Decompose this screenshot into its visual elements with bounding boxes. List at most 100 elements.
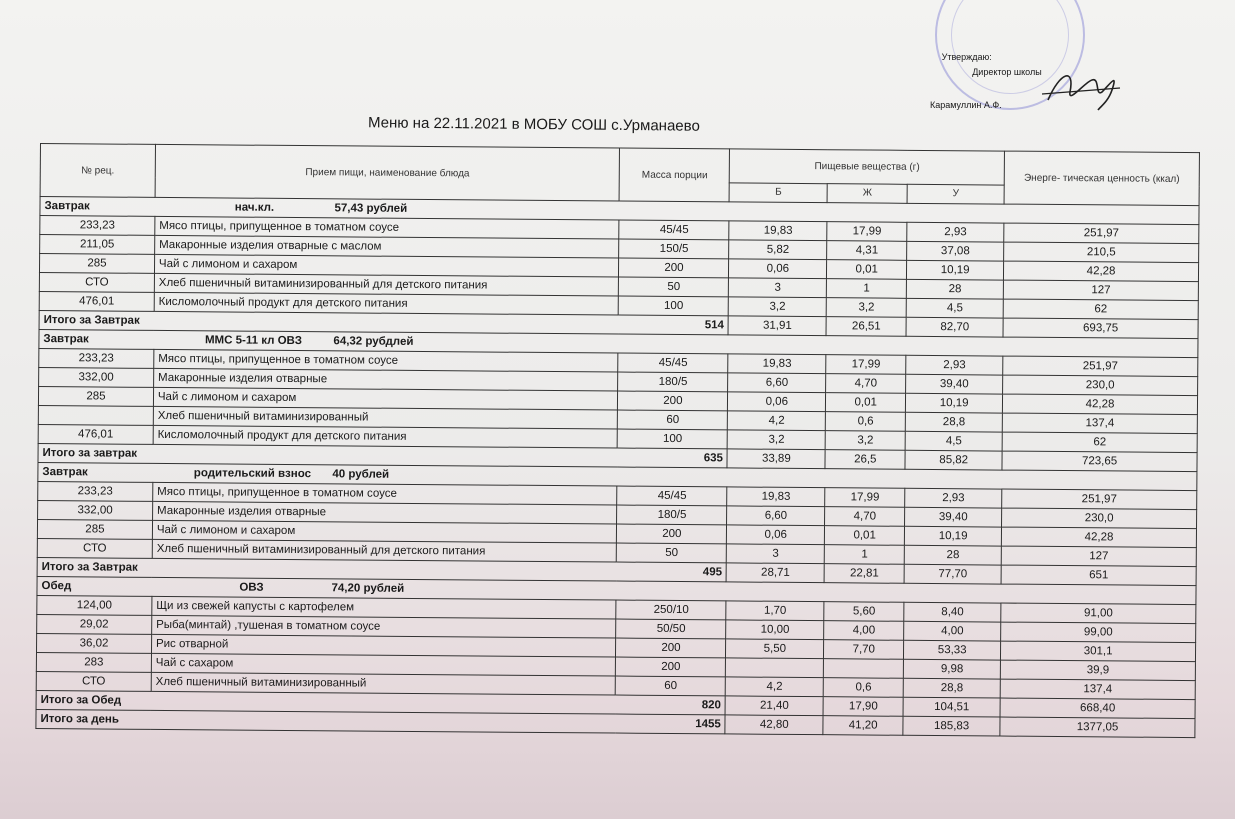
approval-position: Директор школы [972, 67, 1042, 77]
energy: 251,97 [1003, 223, 1199, 244]
total-fat: 26,51 [826, 316, 907, 337]
fat: 17,99 [825, 354, 907, 375]
energy: 42,28 [1001, 527, 1197, 548]
fat: 3,2 [825, 430, 906, 451]
total-protein: 28,71 [726, 562, 825, 583]
carbs: 4,5 [906, 298, 1004, 319]
carbs: 2,93 [905, 355, 1003, 376]
portion-mass: 45/45 [617, 486, 728, 506]
recipe-number: 476,01 [38, 424, 154, 445]
protein: 0,06 [727, 391, 826, 412]
col-header-energy: Энерге- тическая ценность (ккал) [1004, 151, 1200, 206]
protein: 6,60 [726, 505, 825, 526]
recipe-number: 29,02 [36, 614, 152, 635]
total-label: Итого за Обед [40, 694, 122, 707]
carbs: 4,00 [903, 621, 1001, 642]
total-protein: 21,40 [725, 695, 824, 716]
total-carbs: 104,51 [903, 697, 1001, 718]
signature-icon [1041, 75, 1121, 111]
portion-mass: 100 [617, 429, 728, 449]
fat: 0,01 [826, 259, 907, 280]
energy: 127 [1003, 280, 1199, 301]
meal-name: Завтрак [44, 200, 90, 213]
total-protein: 42,80 [725, 714, 824, 735]
col-header-fat: Ж [827, 183, 908, 204]
total-mass: 1455 [695, 718, 721, 731]
protein: 5,50 [725, 638, 824, 659]
col-header-dish-name: Прием пищи, наименование блюда [154, 144, 620, 202]
energy: 62 [1002, 432, 1198, 453]
fat: 0,01 [825, 392, 906, 413]
recipe-number: 285 [38, 386, 154, 407]
energy: 91,00 [1000, 603, 1196, 624]
protein: 6,60 [727, 372, 826, 393]
fat: 0,6 [823, 677, 904, 698]
carbs: 28,8 [905, 412, 1003, 433]
carbs: 28,8 [903, 678, 1001, 699]
portion-mass: 200 [616, 524, 727, 544]
approval-name: Карамуллин А.Ф. [930, 100, 1002, 110]
recipe-number: 332,00 [38, 367, 154, 388]
meal-price: 74,20 рублей [331, 582, 405, 595]
portion-mass: 45/45 [619, 220, 730, 240]
protein: 4,2 [727, 410, 826, 431]
col-header-carbs: У [907, 183, 1005, 205]
total-protein: 33,89 [727, 448, 826, 469]
total-fat: 26,5 [825, 449, 906, 470]
carbs: 8,40 [903, 602, 1002, 623]
portion-mass: 60 [617, 410, 728, 430]
fat: 1 [824, 544, 905, 565]
meal-name: Завтрак [43, 333, 89, 346]
approval-label: Утверждаю: [941, 52, 992, 62]
total-carbs: 77,70 [904, 564, 1002, 585]
energy: 127 [1001, 546, 1197, 567]
protein: 5,82 [728, 239, 828, 260]
carbs: 53,33 [903, 640, 1001, 661]
carbs: 2,93 [904, 488, 1002, 509]
total-fat: 22,81 [824, 563, 905, 584]
total-label: Итого за завтрак [42, 447, 138, 460]
protein: 4,2 [725, 676, 824, 697]
meal-price: 40 рублей [332, 468, 390, 481]
total-mass: 635 [703, 452, 723, 465]
portion-mass: 200 [617, 391, 728, 411]
carbs: 28 [906, 279, 1004, 300]
total-mass: 820 [701, 699, 722, 712]
recipe-number: 36,02 [36, 633, 152, 654]
menu-table: № рец. Прием пищи, наименование блюда Ма… [35, 143, 1200, 738]
portion-mass: 250/10 [616, 600, 727, 620]
energy: 137,4 [1002, 413, 1198, 434]
page-title: Меню на 22.11.2021 в МОБУ СОШ с.Урманаев… [367, 114, 700, 135]
portion-mass: 50/50 [616, 619, 727, 639]
fat: 4,70 [825, 373, 906, 394]
portion-mass: 50 [616, 543, 727, 563]
carbs: 2,93 [906, 222, 1005, 243]
energy: 99,00 [1000, 622, 1196, 643]
portion-mass: 200 [615, 638, 726, 658]
meal-name: Обед [41, 580, 72, 593]
fat: 1 [826, 278, 907, 299]
meal-name: Завтрак [42, 466, 88, 479]
total-carbs: 85,82 [905, 450, 1003, 471]
recipe-number: 285 [37, 519, 153, 540]
carbs: 10,19 [906, 260, 1004, 281]
portion-mass: 150/5 [619, 239, 730, 259]
energy: 42,28 [1003, 261, 1199, 282]
fat: 0,6 [825, 411, 906, 432]
protein: 0,06 [728, 258, 827, 279]
total-energy: 668,40 [1000, 698, 1196, 719]
protein: 10,00 [725, 619, 825, 640]
protein: 3 [728, 277, 827, 298]
approval-block: Утверждаю: Директор школы Карамуллин А.Ф… [930, 50, 1042, 113]
meal-price: 64,32 рубдлей [333, 335, 414, 348]
protein [725, 657, 824, 678]
carbs: 37,08 [906, 241, 1004, 262]
energy: 230,0 [1002, 375, 1198, 396]
portion-mass: 60 [615, 676, 726, 696]
portion-mass: 100 [618, 296, 729, 316]
protein: 19,83 [727, 486, 826, 507]
total-label: Итого за Завтрак [41, 561, 138, 574]
fat: 3,2 [826, 297, 907, 318]
meal-price: 57,43 рублей [334, 202, 408, 215]
total-label: Итого за Завтрак [43, 314, 140, 327]
